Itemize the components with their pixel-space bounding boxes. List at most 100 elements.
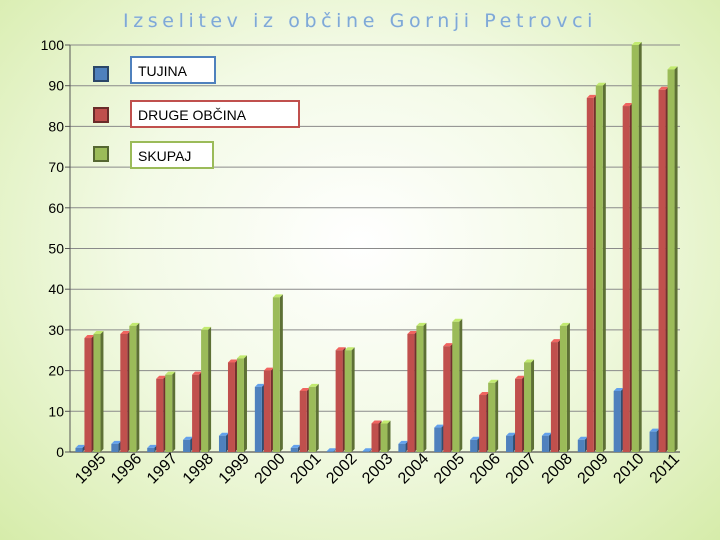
bar-top <box>649 428 660 432</box>
bar-top <box>470 436 481 440</box>
bar-druge-ob-ina-2003 <box>371 423 379 452</box>
bar-skupaj-2000 <box>272 297 280 452</box>
bar-side <box>459 318 463 452</box>
y-tick-label: 10 <box>48 403 64 419</box>
x-tick-label: 2006 <box>467 450 504 487</box>
bar-top <box>75 444 86 448</box>
bar-tujina-2010 <box>613 390 621 452</box>
bar-druge-ob-ina-2002 <box>335 350 343 452</box>
bar-top <box>84 335 95 339</box>
x-tick-label: 1995 <box>72 450 109 487</box>
bar-side <box>243 355 247 452</box>
bar-druge-ob-ina-2009 <box>586 97 594 452</box>
bar-top <box>452 318 463 322</box>
bar-side <box>495 379 499 452</box>
bar-side <box>351 347 355 452</box>
bar-top <box>344 347 355 351</box>
bar-top <box>335 347 346 351</box>
bar-top <box>595 82 606 86</box>
bar-side <box>387 420 391 452</box>
bar-skupaj-2007 <box>524 362 532 452</box>
bar-skupaj-2011 <box>667 69 675 453</box>
bar-top <box>398 440 409 444</box>
bar-top <box>236 355 247 359</box>
y-tick-label: 0 <box>56 444 64 460</box>
bar-skupaj-2006 <box>488 382 496 452</box>
bar-top <box>488 379 499 383</box>
bar-tujina-1998 <box>183 439 191 452</box>
bar-side <box>674 66 678 453</box>
x-tick-label: 2005 <box>431 450 468 487</box>
bar-tujina-2000 <box>254 386 262 452</box>
x-tick-label: 2003 <box>359 450 396 487</box>
bar-top <box>254 383 265 387</box>
bar-tujina-2005 <box>434 427 442 452</box>
bar-top <box>326 448 337 452</box>
bar-druge-ob-ina-2000 <box>263 370 271 452</box>
bar-top <box>515 375 526 379</box>
x-tick-label: 2000 <box>252 450 289 487</box>
bar-skupaj-2010 <box>631 45 639 452</box>
bar-top <box>362 448 373 452</box>
y-tick-label: 20 <box>48 363 64 379</box>
x-tick-label: 1999 <box>216 450 253 487</box>
bar-side <box>315 383 319 452</box>
bar-skupaj-2003 <box>380 423 388 452</box>
bar-druge-ob-ina-2001 <box>299 390 307 452</box>
x-tick-label: 1996 <box>108 450 145 487</box>
bar-top <box>586 94 597 98</box>
bar-side <box>136 322 140 452</box>
y-tick-label: 80 <box>48 118 64 134</box>
y-tick-label: 40 <box>48 281 64 297</box>
bar-side <box>208 326 212 452</box>
bar-top <box>550 339 561 343</box>
bar-druge-ob-ina-1998 <box>192 374 200 452</box>
bar-tujina-2011 <box>649 431 657 452</box>
legend-label: TUJINA <box>130 56 216 84</box>
bar-tujina-2006 <box>470 439 478 452</box>
bar-top <box>308 383 319 387</box>
x-tick-label: 2002 <box>323 450 360 487</box>
bar-top <box>416 322 427 326</box>
bar-druge-ob-ina-1999 <box>227 362 235 452</box>
y-tick-label: 70 <box>48 159 64 175</box>
bar-skupaj-2005 <box>452 321 460 452</box>
bar-tujina-2003 <box>362 451 370 452</box>
bar-tujina-2002 <box>326 451 334 452</box>
x-tick-label: 2008 <box>539 450 576 487</box>
x-tick-label: 2001 <box>287 450 324 487</box>
bar-druge-ob-ina-2006 <box>479 395 487 452</box>
y-tick-label: 30 <box>48 322 64 338</box>
bar-top <box>577 436 588 440</box>
legend-swatch <box>93 107 109 123</box>
bar-side <box>423 322 427 452</box>
y-tick-label: 90 <box>48 78 64 94</box>
bar-top <box>129 322 140 326</box>
bar-top <box>506 432 517 436</box>
bar-tujina-2007 <box>506 435 514 452</box>
bar-top <box>380 420 391 424</box>
bar-skupaj-1997 <box>165 374 173 452</box>
bar-top <box>165 371 176 375</box>
bar-druge-ob-ina-1996 <box>120 333 128 452</box>
chart-title: Izselitev iz občine Gornji Petrovci <box>123 10 597 32</box>
bar-tujina-1997 <box>147 447 155 452</box>
bar-skupaj-1999 <box>236 358 244 452</box>
bar-skupaj-1995 <box>93 333 101 452</box>
bar-skupaj-2008 <box>559 325 567 452</box>
legend-label: SKUPAJ <box>130 141 214 169</box>
bar-skupaj-2001 <box>308 386 316 452</box>
legend-swatch <box>93 66 109 82</box>
bar-top <box>192 371 203 375</box>
bar-top <box>371 420 382 424</box>
bar-druge-ob-ina-1995 <box>84 338 92 452</box>
bar-side <box>531 359 535 452</box>
x-tick-label: 2007 <box>503 450 540 487</box>
bar-skupaj-1996 <box>129 325 137 452</box>
bar-side <box>638 42 642 452</box>
bar-druge-ob-ina-2005 <box>443 346 451 452</box>
x-tick-label: 2010 <box>610 450 647 487</box>
bar-top <box>658 86 669 90</box>
bar-top <box>524 359 535 363</box>
